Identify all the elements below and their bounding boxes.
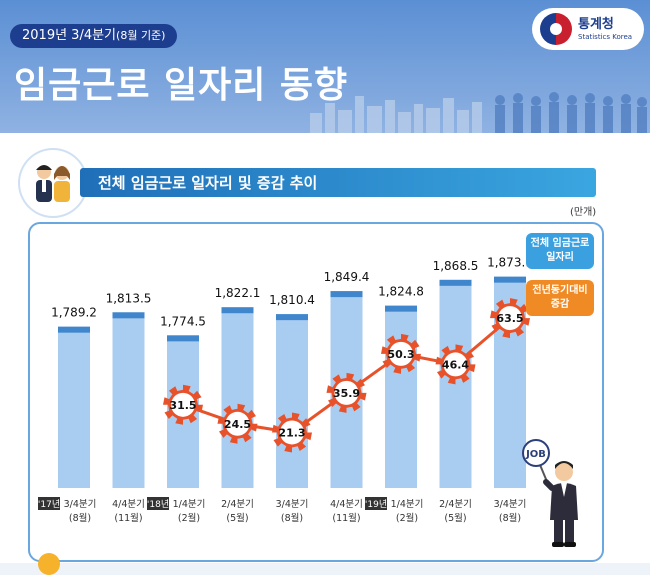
bar-value-label: 1,789.2: [51, 306, 97, 320]
section-title: 전체 임금근로 일자리 및 증감 추이: [98, 174, 318, 192]
bar: [276, 314, 308, 488]
agency-emblem-icon: [540, 13, 572, 45]
x-tick-label: 4/4분기: [112, 499, 145, 510]
bar: [112, 312, 145, 488]
skyline-illustration: [310, 92, 647, 133]
period-note: (8월 기준): [116, 29, 166, 42]
yoy-value-label: 50.3: [387, 348, 414, 361]
bar-cap: [439, 279, 472, 286]
x-tick-month-label: (5월): [226, 512, 248, 524]
yoy-value-label: 46.4: [442, 358, 469, 371]
x-tick-label: 4/4분기: [330, 499, 363, 510]
bar-cap: [385, 305, 417, 312]
x-tick-label: 1/4분기: [173, 499, 206, 510]
unit-label: (만개): [570, 207, 597, 218]
bar-value-label: 1,849.4: [324, 270, 370, 284]
x-tick-label: 3/4분기: [64, 499, 97, 510]
page-title: 임금근로 일자리 동향: [14, 65, 349, 106]
legend-yoy-change: 전년동기대비 증감: [526, 280, 594, 316]
x-tick-month-label: (8월): [499, 512, 521, 524]
bar: [385, 305, 417, 488]
bar-value-label: 1,810.4: [269, 293, 315, 307]
yoy-value-label: 31.5: [169, 399, 196, 412]
wage-jobs-chart: 1,789.2 '17년 3/4분기 (8월) 1,813.5 4/4분기 (11월) 1,7…: [38, 256, 533, 524]
bar-cap: [221, 307, 254, 314]
header-banner: 2019년 3/4분기(8월 기준) 임금근로 일자리 동향 통계청 Stati…: [0, 0, 650, 133]
gear-point-center: [389, 341, 413, 366]
next-section-bullet-icon: [38, 553, 60, 575]
x-tick-month-label: (5월): [444, 512, 466, 524]
bar-cap: [276, 314, 308, 321]
gear-point-center: [225, 411, 250, 436]
gear-point-center: [334, 380, 359, 405]
bar-cap: [494, 276, 526, 283]
year-badge: [38, 497, 60, 510]
people-icon: [20, 150, 86, 216]
gear-point-center: [498, 306, 522, 331]
year-label: '19년: [365, 499, 387, 510]
bar-value-label: 1,873.9: [487, 256, 533, 270]
agency-logo-badge: 통계청 Statistics Korea: [532, 8, 644, 50]
x-tick-label: 2/4분기: [221, 499, 254, 510]
bar: [58, 326, 90, 488]
year-badge: [365, 497, 387, 510]
x-tick-month-label: (2월): [396, 512, 418, 524]
yoy-value-label: 21.3: [278, 426, 305, 439]
x-tick-month-label: (11월): [332, 512, 360, 524]
bar-cap: [58, 326, 90, 333]
agency-name: 통계청: [578, 17, 614, 32]
bar-value-label: 1,868.5: [433, 259, 479, 273]
year-badge: [147, 497, 169, 510]
period-badge: 2019년 3/4분기(8월 기준): [10, 24, 178, 48]
bar-value-label: 1,813.5: [106, 291, 152, 305]
yoy-value-label: 35.9: [333, 387, 360, 400]
x-tick-label: 3/4분기: [276, 499, 309, 510]
x-tick-month-label: (8월): [281, 512, 303, 524]
yoy-value-label: 24.5: [224, 418, 251, 431]
period-text: 2019년 3/4분기: [22, 28, 117, 43]
bar-cap: [112, 312, 145, 319]
bar-cap: [330, 291, 363, 298]
yoy-value-label: 63.5: [496, 312, 523, 325]
gear-point-center: [171, 392, 195, 417]
bar-value-label: 1,822.1: [215, 286, 261, 300]
agency-english-name: Statistics Korea: [578, 33, 633, 41]
year-label: '18년: [147, 499, 169, 510]
x-tick-label: 3/4분기: [494, 499, 527, 510]
gear-point-center: [280, 420, 304, 445]
bar-cap: [167, 335, 199, 342]
job-sign-text: JOB: [525, 449, 546, 460]
bar-value-label: 1,774.5: [160, 314, 206, 328]
legend-total-jobs: 전체 임금근로 일자리: [526, 233, 594, 269]
section-title-bar: 전체 임금근로 일자리 및 증감 추이: [80, 168, 596, 197]
bar: [221, 307, 254, 488]
x-tick-label: 1/4분기: [391, 499, 424, 510]
x-tick-month-label: (11월): [114, 512, 142, 524]
x-tick-month-label: (8월): [69, 512, 91, 524]
x-tick-label: 2/4분기: [439, 499, 472, 510]
bar-value-label: 1,824.8: [378, 285, 424, 299]
gear-point-center: [443, 352, 468, 377]
x-tick-month-label: (2월): [178, 512, 200, 524]
job-sign-man-illustration: JOB: [522, 439, 578, 547]
year-label: '17년: [38, 499, 60, 510]
